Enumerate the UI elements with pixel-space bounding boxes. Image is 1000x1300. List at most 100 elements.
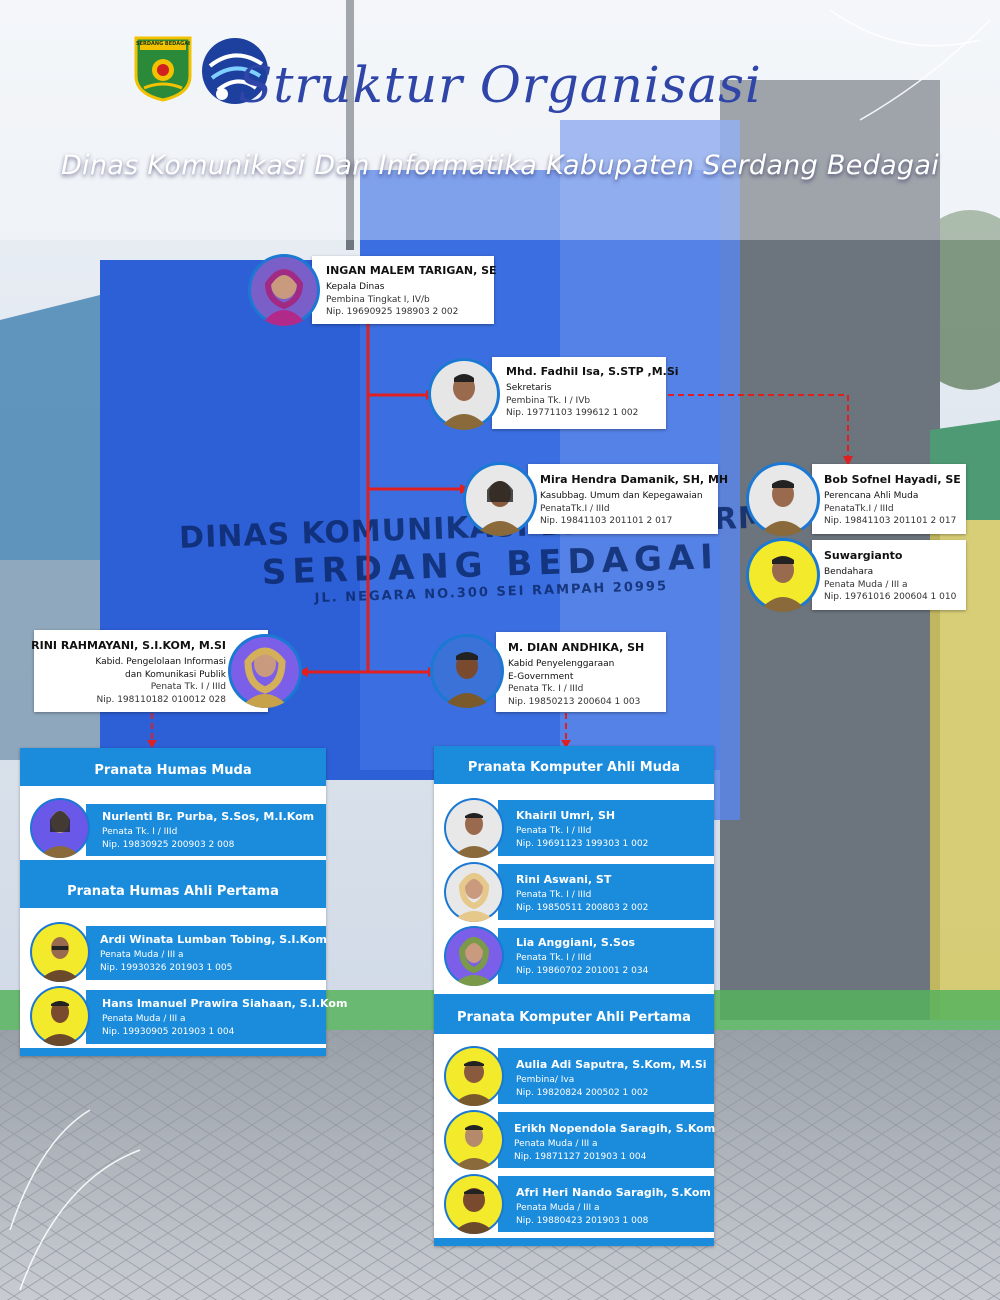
member-rank: Penata Muda / III a — [100, 950, 184, 960]
komputer-muda-avatar-2 — [444, 926, 504, 986]
member-nip: Nip. 19820824 200502 1 002 — [516, 1088, 649, 1098]
member-rank: Penata Tk. I / IIId — [516, 826, 592, 836]
kabid-egov-role1: Kabid Penyelenggaraan — [508, 659, 615, 669]
crest-label: SERDANG BEDAGAI — [136, 41, 190, 47]
komputer-muda-member-0: Khairil Umri, SH Penata Tk. I / IIId Nip… — [516, 809, 648, 851]
sekretaris-nip: Nip. 19771103 199612 1 002 — [506, 408, 639, 418]
humas-pertama-avatar-0 — [30, 922, 90, 982]
page-title: Struktur Organisasi — [238, 56, 762, 114]
page-subtitle: Dinas Komunikasi Dan Informatika Kabupat… — [60, 150, 940, 181]
member-nip: Nip. 19880423 201903 1 008 — [516, 1216, 649, 1226]
member-name: Erikh Nopendola Saragih, S.Kom — [514, 1122, 716, 1135]
sekretaris-role: Sekretaris — [506, 383, 552, 393]
member-name: Hans Imanuel Prawira Siahaan, S.I.Kom — [102, 997, 348, 1010]
humas-pertama-member-0: Ardi Winata Lumban Tobing, S.I.Kom Penat… — [100, 933, 327, 975]
sekretaris-avatar — [428, 358, 500, 430]
kabid-ikp-role2: dan Komunikasi Publik — [125, 669, 226, 680]
humas-pertama-avatar-1 — [30, 986, 90, 1046]
komputer-muda-member-bar-2 — [498, 928, 714, 984]
komputer-pertama-member-bar-1 — [498, 1112, 714, 1168]
bendahara-card[interactable]: Suwargianto Bendahara Penata Muda / III … — [812, 540, 966, 610]
kabid-ikp-card[interactable]: RINI RAHMAYANI, S.I.KOM, M.SI Kabid. Pen… — [31, 630, 268, 712]
humas-muda-member-bar — [86, 804, 326, 856]
member-rank: Penata Muda / III a — [102, 1014, 186, 1024]
humas-pertama-member-bar-0 — [86, 926, 326, 980]
member-nip: Nip. 19830925 200903 2 008 — [102, 840, 235, 850]
kominfo-logo-icon — [200, 36, 270, 106]
member-rank: Penata Muda / III a — [516, 1203, 600, 1213]
kabid-egov-rank: Penata Tk. I / IIId — [508, 684, 584, 694]
komputer-muda-avatar-0 — [444, 798, 504, 858]
member-rank: Penata Muda / III a — [514, 1139, 598, 1149]
komputer-muda-member-2: Lia Anggiani, S.Sos Penata Tk. I / IIId … — [516, 936, 648, 978]
kabid-egov-card[interactable]: M. DIAN ANDHIKA, SH Kabid Penyelenggaraa… — [496, 632, 666, 712]
humas-muda-heading: Pranata Humas Muda — [94, 763, 252, 778]
komputer-pertama-avatar-2 — [444, 1174, 504, 1234]
humas-pertama-member-bar-1 — [86, 990, 326, 1044]
kepala-rank: Pembina Tingkat I, IV/b — [326, 294, 430, 305]
kasubbag-role: Kasubbag. Umum dan Kepegawaian — [540, 491, 703, 501]
regency-crest-icon: SERDANG BEDAGAI — [134, 36, 192, 102]
kepala-dinas-card[interactable]: INGAN MALEM TARIGAN, SE Kepala Dinas Pem… — [312, 256, 497, 324]
komputer-muda-member-1: Rini Aswani, ST Penata Tk. I / IIId Nip.… — [516, 873, 648, 915]
perencana-avatar — [746, 462, 820, 536]
perencana-rank: PenataTk.I / IIId — [824, 503, 894, 514]
kepala-role: Kepala Dinas — [326, 282, 385, 292]
komputer-muda-member-bar-1 — [498, 864, 714, 920]
perencana-card[interactable]: Bob Sofnel Hayadi, SE Perencana Ahli Mud… — [812, 464, 966, 534]
bendahara-nip: Nip. 19761016 200604 1 010 — [824, 592, 957, 602]
kabid-ikp-avatar — [228, 634, 302, 708]
perencana-role: Perencana Ahli Muda — [824, 491, 919, 501]
kasubbag-rank: PenataTk.I / IIId — [540, 503, 610, 514]
komputer-pertama-member-bar-0 — [498, 1048, 714, 1104]
kasubbag-avatar — [463, 462, 537, 536]
humas-pertama-heading: Pranata Humas Ahli Pertama — [67, 884, 279, 899]
sekretaris-card[interactable]: Mhd. Fadhil Isa, S.STP ,M.Si Sekretaris … — [492, 357, 679, 429]
member-rank: Penata Tk. I / IIId — [516, 890, 592, 900]
member-nip: Nip. 19930326 201903 1 005 — [100, 963, 233, 973]
kepala-nip: Nip. 19690925 198903 2 002 — [326, 307, 459, 317]
member-rank: Penata Tk. I / IIId — [102, 827, 178, 837]
dashed-line-to-perencana — [668, 394, 849, 460]
member-name: Rini Aswani, ST — [516, 873, 612, 886]
kasubbag-card[interactable]: Mira Hendra Damanik, SH, MH Kasubbag. Um… — [528, 464, 728, 534]
komputer-muda-member-bar-0 — [498, 800, 714, 856]
humas-muda-member-0: Nurlenti Br. Purba, S.Sos, M.I.Kom Penat… — [102, 810, 314, 852]
member-name: Aulia Adi Saputra, S.Kom, M.Si — [516, 1058, 707, 1071]
komputer-pertama-member-bar-2 — [498, 1176, 714, 1232]
member-nip: Nip. 19691123 199303 1 002 — [516, 839, 649, 849]
member-name: Lia Anggiani, S.Sos — [516, 936, 636, 949]
kepala-avatar — [248, 254, 320, 326]
member-rank: Pembina/ Iva — [516, 1075, 575, 1085]
bendahara-name: Suwargianto — [824, 549, 903, 562]
kabid-egov-nip: Nip. 19850213 200604 1 003 — [508, 696, 641, 707]
member-name: Khairil Umri, SH — [516, 809, 616, 822]
member-name: Ardi Winata Lumban Tobing, S.I.Kom — [100, 933, 328, 946]
member-name: Nurlenti Br. Purba, S.Sos, M.I.Kom — [102, 810, 315, 823]
kepala-name: INGAN MALEM TARIGAN, SE — [326, 264, 497, 277]
komputer-pertama-member-2: Afri Heri Nando Saragih, S.Kom Penata Mu… — [516, 1186, 711, 1228]
member-nip: Nip. 19871127 201903 1 004 — [514, 1152, 647, 1162]
kabid-ikp-name: RINI RAHMAYANI, S.I.KOM, M.SI — [31, 639, 226, 652]
kabid-ikp-nip: Nip. 198110182 010012 028 — [96, 694, 226, 705]
perencana-name: Bob Sofnel Hayadi, SE — [824, 473, 961, 486]
member-nip: Nip. 19860702 201001 2 034 — [516, 966, 649, 976]
kabid-ikp-role1: Kabid. Pengelolaan Informasi — [95, 657, 226, 667]
member-name: Afri Heri Nando Saragih, S.Kom — [516, 1186, 711, 1199]
member-rank: Penata Tk. I / IIId — [516, 953, 592, 963]
bendahara-rank: Penata Muda / III a — [824, 579, 908, 590]
komputer-pertama-heading: Pranata Komputer Ahli Pertama — [457, 1010, 691, 1025]
sekretaris-name: Mhd. Fadhil Isa, S.STP ,M.Si — [506, 365, 679, 378]
kabid-egov-avatar — [430, 634, 504, 708]
komputer-pertama-member-0: Aulia Adi Saputra, S.Kom, M.Si Pembina/ … — [516, 1058, 707, 1100]
bendahara-avatar — [746, 538, 820, 612]
komputer-muda-avatar-1 — [444, 862, 504, 922]
kabid-egov-role2: E-Government — [508, 671, 574, 682]
komputer-pertama-avatar-1 — [444, 1110, 504, 1170]
bendahara-role: Bendahara — [824, 567, 874, 577]
humas-muda-avatar-0 — [30, 798, 90, 858]
perencana-nip: Nip. 19841103 201101 2 017 — [824, 516, 957, 526]
komputer-pertama-member-1: Erikh Nopendola Saragih, S.Kom Penata Mu… — [514, 1122, 715, 1164]
komputer-muda-heading: Pranata Komputer Ahli Muda — [467, 760, 681, 775]
